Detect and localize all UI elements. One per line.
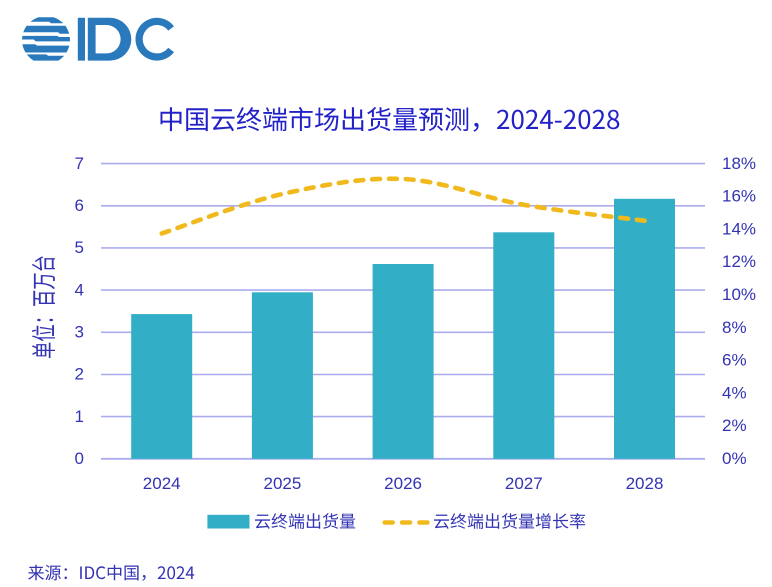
svg-text:6: 6 xyxy=(75,196,84,215)
svg-text:2025: 2025 xyxy=(263,474,301,493)
svg-text:7: 7 xyxy=(75,154,84,173)
svg-text:2028: 2028 xyxy=(626,474,664,493)
svg-text:1: 1 xyxy=(75,407,84,426)
svg-text:10%: 10% xyxy=(722,285,756,304)
svg-text:3: 3 xyxy=(75,323,84,342)
svg-text:0: 0 xyxy=(75,449,84,468)
svg-text:2: 2 xyxy=(75,365,84,384)
svg-text:2%: 2% xyxy=(722,416,747,435)
svg-text:12%: 12% xyxy=(722,252,756,271)
svg-text:6%: 6% xyxy=(722,351,747,370)
svg-text:2027: 2027 xyxy=(505,474,543,493)
svg-text:2024: 2024 xyxy=(143,474,181,493)
svg-text:14%: 14% xyxy=(722,219,756,238)
svg-text:0%: 0% xyxy=(722,449,747,468)
svg-text:16%: 16% xyxy=(722,187,756,206)
svg-text:5: 5 xyxy=(75,238,84,257)
svg-text:18%: 18% xyxy=(722,154,756,173)
svg-text:4: 4 xyxy=(75,280,84,299)
svg-text:8%: 8% xyxy=(722,318,747,337)
svg-text:4%: 4% xyxy=(722,383,747,402)
svg-text:2026: 2026 xyxy=(384,474,422,493)
